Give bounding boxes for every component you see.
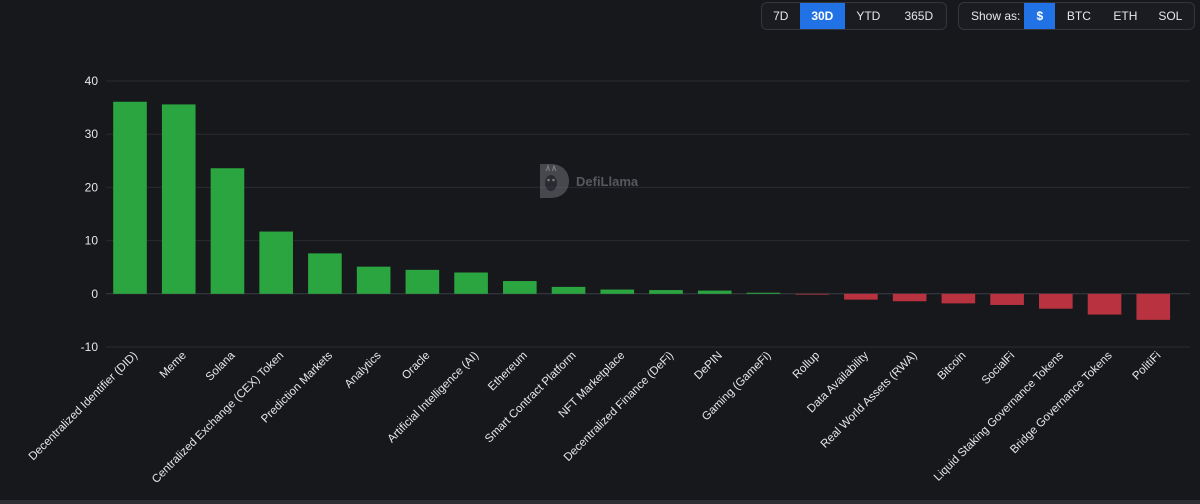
period-ytd-button[interactable]: YTD (856, 9, 881, 23)
x-tick-label: Bitcoin (936, 350, 969, 383)
denomination-sol-button[interactable]: SOL (1158, 9, 1183, 23)
y-tick-label: 40 (85, 74, 99, 88)
y-tick-label: 20 (85, 180, 99, 194)
show-as-label: Show as: (971, 9, 1021, 23)
x-tick-label: PolitiFi (1131, 350, 1164, 383)
x-tick-label: DePIN (692, 350, 724, 382)
llama-logo-icon (540, 164, 569, 198)
x-tick-label: Real World Assets (RWA) (819, 350, 920, 451)
bar[interactable] (941, 293, 976, 304)
grid-lines (106, 80, 1190, 348)
bar[interactable] (356, 266, 391, 294)
bar[interactable] (454, 272, 488, 294)
x-tick-label: Oracle (400, 350, 432, 382)
bar[interactable] (844, 293, 878, 300)
denomination-eth-button[interactable]: ETH (1113, 9, 1138, 23)
bar[interactable] (990, 293, 1024, 305)
bar[interactable] (697, 290, 732, 294)
period-30d-button[interactable]: 30D (799, 3, 846, 29)
x-tick-label: SocialFi (980, 350, 1017, 387)
defillama-watermark: DefiLlama (536, 162, 638, 200)
bar[interactable] (746, 292, 781, 294)
bar[interactable] (161, 104, 196, 294)
denomination-usd-button[interactable]: $ (1024, 3, 1056, 29)
bar[interactable] (259, 231, 293, 294)
period-365d-button[interactable]: 365D (904, 9, 934, 23)
bars (113, 101, 1171, 320)
bar[interactable] (1136, 293, 1171, 320)
bar[interactable] (795, 293, 829, 295)
bar[interactable] (405, 269, 440, 294)
y-axis: -10 0 10 20 30 40 (81, 74, 99, 354)
x-tick-label: Meme (158, 350, 189, 381)
bar[interactable] (113, 101, 147, 294)
x-tick-label: Analytics (343, 349, 384, 390)
period-7d-button[interactable]: 7D (773, 9, 789, 23)
y-tick-label: 10 (85, 234, 99, 248)
bar[interactable] (503, 281, 537, 294)
bar[interactable] (649, 290, 683, 294)
y-tick-label: 30 (85, 127, 99, 141)
bar[interactable] (1039, 293, 1073, 309)
x-tick-label: Artificial Intelligence (AI) (385, 350, 481, 446)
bar[interactable] (551, 286, 586, 294)
denomination-toggle: Show as: $ BTC ETH SOL (958, 2, 1195, 30)
x-tick-label: Smart Contract Platform (483, 350, 579, 446)
bar[interactable] (600, 289, 635, 294)
x-tick-label: Decentralized Identifier (DID) (27, 350, 140, 463)
bottom-scrollbar (0, 500, 1200, 504)
bar[interactable] (308, 253, 342, 294)
bar[interactable] (892, 293, 927, 302)
x-tick-label: Ethereum (486, 350, 530, 394)
x-tick-label: Decentralized Finance (DeFi) (562, 350, 676, 464)
watermark-text: DefiLlama (576, 173, 639, 189)
bar[interactable] (1087, 293, 1122, 315)
bar[interactable] (210, 168, 245, 294)
x-axis: Decentralized Identifier (DID) Meme Solana… (27, 349, 1164, 486)
denomination-btc-button[interactable]: BTC (1066, 9, 1091, 23)
period-toggle: 7D 30D YTD 365D (761, 2, 947, 30)
x-tick-label: Solana (204, 349, 238, 383)
y-tick-label: -10 (81, 340, 99, 354)
x-tick-label: Rollup (791, 350, 823, 382)
y-tick-label: 0 (91, 287, 98, 301)
x-tick-label: Bridge Governance Tokens (1008, 349, 1115, 456)
